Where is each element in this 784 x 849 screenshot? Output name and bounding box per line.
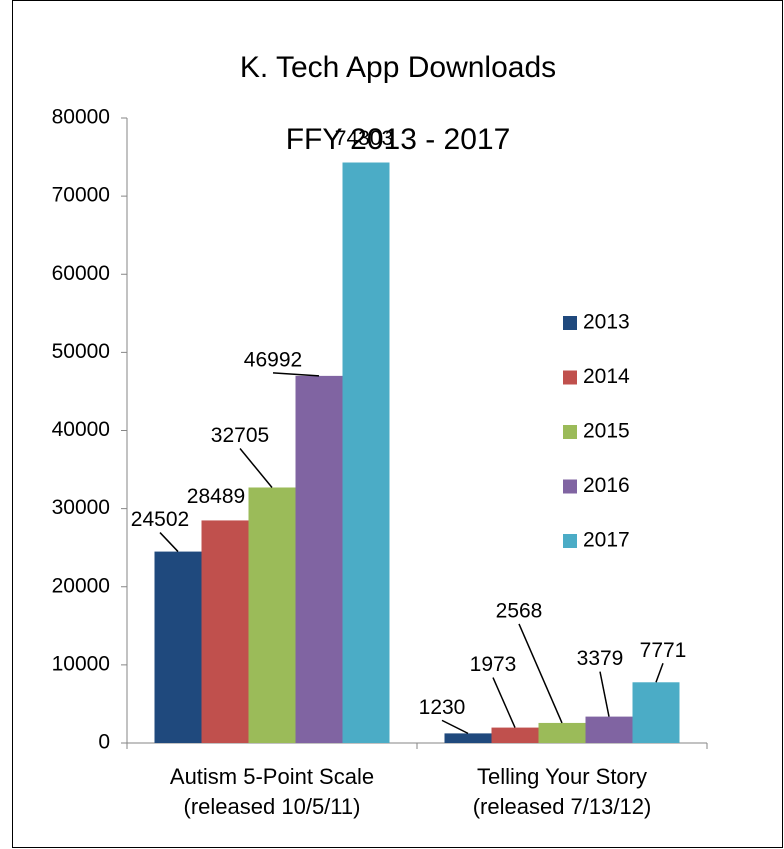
bar xyxy=(585,716,633,743)
bar xyxy=(342,162,390,743)
bar xyxy=(491,727,539,743)
leader-line xyxy=(492,677,516,728)
subtitle-line: FFY 2013 - 2017 xyxy=(285,123,511,156)
x-tick-label: Telling Your Story (released 7/13/12) xyxy=(472,764,652,819)
leader-line xyxy=(655,663,664,683)
data-label: 3379 xyxy=(577,647,624,670)
y-tick-label: 80000 xyxy=(52,106,110,129)
data-label: 2568 xyxy=(496,599,543,622)
data-label: 28489 xyxy=(187,485,245,508)
y-tick-label: 40000 xyxy=(52,418,110,441)
x-tick-label: Autism 5-Point Scale (released 10/5/11) xyxy=(169,764,375,819)
data-label: 1973 xyxy=(470,653,517,676)
chart-title: K. Tech App Downloads FFY 2013 - 2017 xyxy=(12,14,784,194)
legend-swatch xyxy=(563,316,577,330)
y-tick-label: 10000 xyxy=(52,652,110,675)
data-label: 7771 xyxy=(640,639,687,662)
y-tick-label: 70000 xyxy=(52,184,110,207)
data-label: 24502 xyxy=(131,508,189,531)
legend-label: 2014 xyxy=(583,365,630,388)
title-line: K. Tech App Downloads xyxy=(239,51,557,84)
legend-swatch xyxy=(563,425,577,439)
bar xyxy=(632,682,680,743)
data-label: 74303 xyxy=(335,127,393,150)
y-tick-label: 0 xyxy=(98,731,110,754)
data-label: 46992 xyxy=(244,348,302,371)
data-label: 1230 xyxy=(419,696,466,719)
bar xyxy=(154,551,202,743)
legend-label: 2017 xyxy=(583,529,630,552)
leader-line xyxy=(239,448,273,488)
y-tick-label: 60000 xyxy=(52,262,110,285)
leader-line xyxy=(518,623,563,724)
legend-label: 2013 xyxy=(583,311,630,334)
legend-label: 2016 xyxy=(583,474,630,497)
bar xyxy=(444,733,492,743)
bar xyxy=(538,722,586,743)
y-tick-label: 20000 xyxy=(52,574,110,597)
y-tick-label: 30000 xyxy=(52,496,110,519)
leader-line xyxy=(441,719,469,735)
legend-swatch xyxy=(563,370,577,385)
leader-line xyxy=(159,532,179,553)
leader-line xyxy=(599,671,610,717)
chart-frame xyxy=(12,0,783,848)
legend-label: 2015 xyxy=(583,420,630,443)
bar xyxy=(248,487,296,743)
leader-line xyxy=(272,372,320,377)
legend-swatch xyxy=(563,479,577,494)
bar xyxy=(201,520,249,743)
bar xyxy=(295,375,343,743)
legend-swatch xyxy=(563,534,577,548)
y-tick-label: 50000 xyxy=(52,340,110,363)
data-label: 32705 xyxy=(211,424,269,447)
